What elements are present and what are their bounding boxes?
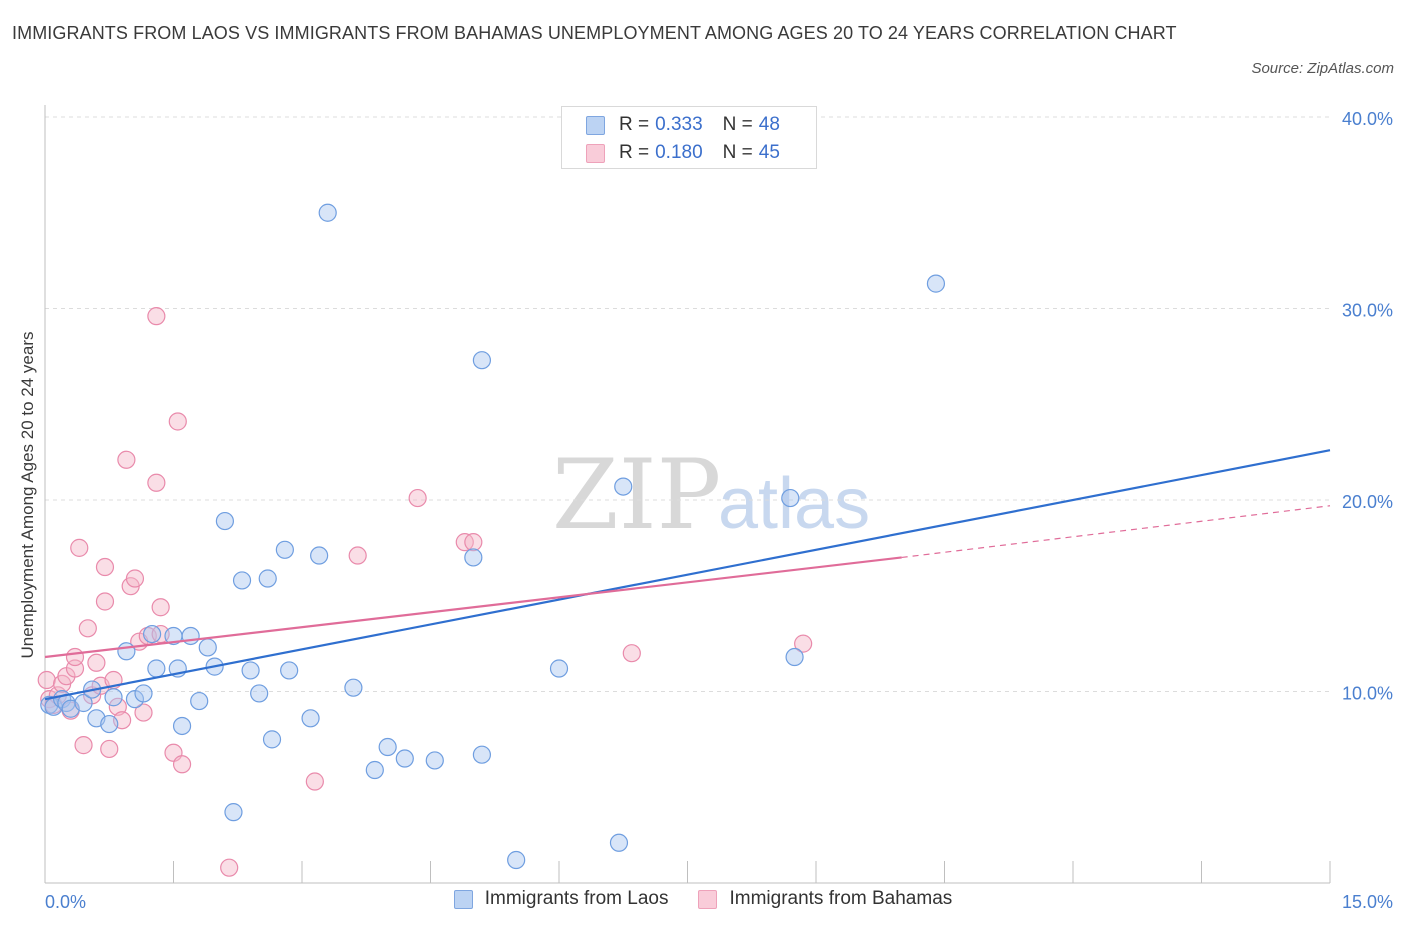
laos-point[interactable] [275,540,294,559]
bahamas-point[interactable] [348,546,367,565]
laos-point[interactable] [262,730,282,749]
bahamas-point[interactable] [151,598,170,617]
bahamas-trend-line [44,556,902,659]
y-tick-label: 10.0% [1342,684,1393,704]
bahamas-point[interactable] [87,653,106,672]
legend-swatch-laos [453,889,473,909]
bahamas-trend-extension [901,505,1331,559]
source-label: Source: ZipAtlas.com [1251,60,1394,77]
legend-row-bahamas: R = 0.180 N = 45 [586,141,780,165]
bahamas-point[interactable] [147,307,166,326]
bahamas-point[interactable] [172,755,192,774]
legend-row-laos: R = 0.333 N = 48 [586,113,780,137]
laos-point[interactable] [425,751,444,770]
laos-point[interactable] [117,642,136,661]
legend-swatch-bahamas [698,889,718,909]
legend-item-laos[interactable]: Immigrants from Laos [453,888,669,910]
bahamas-point[interactable] [168,412,187,431]
laos-point[interactable] [215,511,234,531]
laos-point[interactable] [310,546,329,565]
y-tick-label: 40.0% [1342,109,1393,129]
laos-point[interactable] [142,624,162,644]
legend-n-label: N = [722,114,753,135]
laos-point[interactable] [395,749,414,768]
bahamas-point[interactable] [78,619,97,638]
laos-point[interactable] [781,488,800,508]
laos-point[interactable] [926,274,946,293]
laos-point[interactable] [507,850,526,870]
bahamas-point[interactable] [108,697,127,716]
laos-point[interactable] [378,737,397,757]
y-tick-label: 20.0% [1342,492,1393,512]
laos-point[interactable] [549,659,569,678]
y-tick-label: 30.0% [1342,301,1393,321]
bahamas-point[interactable] [117,450,136,469]
laos-point[interactable] [258,569,277,588]
laos-point[interactable] [104,688,123,707]
legend-swatch-laos [586,115,605,135]
laos-point[interactable] [181,626,200,646]
x-tick-label-min: 0.0% [45,892,86,912]
bahamas-point[interactable] [65,647,85,667]
legend-label-bahamas: Immigrants from Bahamas [729,888,953,909]
bahamas-point[interactable] [37,670,56,690]
laos-point[interactable] [472,745,491,764]
laos-point[interactable] [134,684,153,703]
laos-point[interactable] [301,709,320,728]
laos-point[interactable] [614,477,633,496]
laos-point[interactable] [224,803,243,822]
legend-n-label: N = [722,142,753,163]
laos-point[interactable] [785,647,804,667]
legend-item-bahamas[interactable]: Immigrants from Bahamas [698,888,952,910]
legend-r-value: 0.180 [655,142,703,163]
laos-point[interactable] [365,760,384,780]
bahamas-point[interactable] [134,703,153,722]
laos-point[interactable] [198,638,217,657]
bahamas-point[interactable] [220,858,239,877]
laos-point[interactable] [147,659,166,678]
laos-point[interactable] [318,203,337,222]
laos-point[interactable] [190,691,209,711]
bahamas-point[interactable] [100,739,119,759]
bahamas-point[interactable] [70,538,89,557]
watermark-atlas: atlas [718,464,870,544]
watermark-zip: ZIP [552,439,721,551]
legend-label-laos: Immigrants from Laos [484,888,669,909]
bahamas-point[interactable] [125,569,145,588]
correlation-legend: R = 0.333 N = 48 R = 0.180 N = 45 [561,106,817,169]
laos-point[interactable] [472,351,491,370]
laos-point[interactable] [74,693,93,713]
x-tick-label-max: 15.0% [1342,892,1393,912]
bahamas-point[interactable] [305,772,324,791]
bahamas-point[interactable] [794,634,813,653]
bahamas-point[interactable] [95,592,115,611]
laos-point[interactable] [100,714,119,734]
laos-point[interactable] [464,548,483,567]
laos-point[interactable] [609,833,629,852]
bahamas-point[interactable] [95,557,115,577]
laos-point[interactable] [250,684,269,703]
laos-point[interactable] [344,678,363,697]
laos-point[interactable] [172,716,192,736]
legend-n-value: 45 [758,142,780,163]
legend-r-label: R = [619,142,650,163]
legend-r-label: R = [619,114,650,135]
bahamas-point[interactable] [622,644,641,663]
chart-title: IMMIGRANTS FROM LAOS VS IMMIGRANTS FROM … [12,23,1177,43]
bahamas-point[interactable] [464,533,483,552]
laos-point[interactable] [241,661,260,680]
bahamas-point[interactable] [74,736,93,755]
series-legend: Immigrants from Laos Immigrants from Bah… [0,888,1406,910]
laos-trend-line [44,449,1331,701]
laos-point[interactable] [280,661,299,680]
bahamas-point[interactable] [408,488,427,508]
legend-n-value: 48 [758,114,780,135]
legend-r-value: 0.333 [655,114,703,135]
bahamas-point[interactable] [147,473,166,492]
legend-swatch-bahamas [586,143,605,163]
laos-point[interactable] [232,571,252,590]
